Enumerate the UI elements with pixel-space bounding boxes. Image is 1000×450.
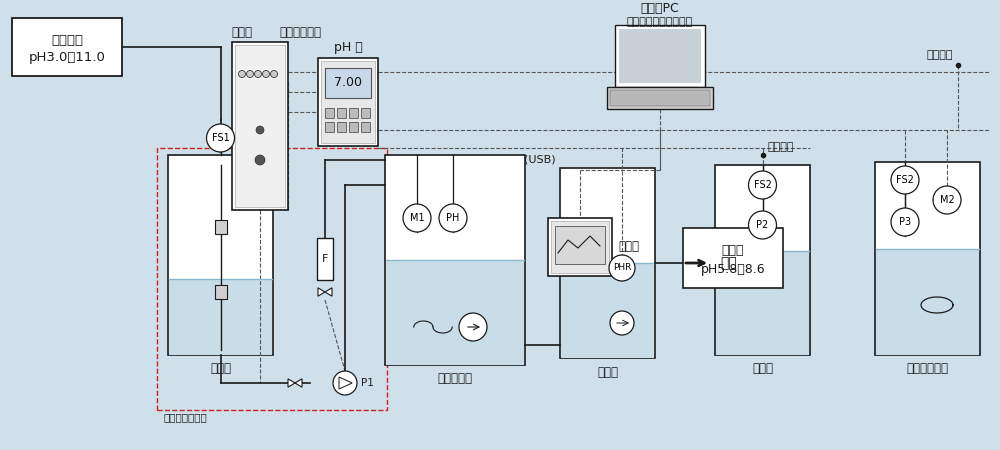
Bar — [325, 108, 334, 118]
Bar — [386, 260, 524, 365]
Bar — [561, 263, 654, 358]
Bar — [715, 165, 810, 355]
Bar — [551, 221, 609, 273]
Text: PH: PH — [446, 213, 460, 223]
Text: pH3.0～11.0: pH3.0～11.0 — [29, 51, 105, 64]
Bar — [157, 148, 387, 410]
Bar — [317, 238, 333, 280]
Bar — [318, 58, 378, 146]
Bar — [619, 29, 701, 83]
Circle shape — [610, 311, 634, 335]
Circle shape — [254, 71, 262, 77]
Bar — [12, 18, 122, 76]
Bar — [235, 45, 285, 207]
Bar — [385, 155, 525, 365]
Text: FS2: FS2 — [896, 175, 914, 185]
Bar — [361, 122, 370, 132]
Text: F: F — [322, 254, 328, 264]
Bar — [607, 87, 713, 109]
Circle shape — [262, 71, 270, 77]
Text: pH5.8～8.6: pH5.8～8.6 — [701, 264, 765, 276]
Circle shape — [933, 186, 961, 214]
Circle shape — [255, 155, 265, 165]
Text: P2: P2 — [756, 220, 769, 230]
Bar — [876, 249, 979, 355]
Bar — [325, 68, 371, 98]
Circle shape — [239, 71, 246, 77]
Bar — [683, 228, 783, 288]
Circle shape — [891, 208, 919, 236]
Circle shape — [333, 371, 357, 395]
Text: 記録計: 記録計 — [618, 240, 639, 253]
Text: 放流槽: 放流槽 — [597, 365, 618, 378]
Text: 中和処理槽: 中和処理槽 — [438, 373, 473, 386]
Text: M2: M2 — [940, 195, 954, 205]
Text: 制御機能内蔵: 制御機能内蔵 — [279, 26, 321, 39]
Text: FS1: FS1 — [212, 133, 229, 143]
Circle shape — [439, 204, 467, 232]
Circle shape — [459, 313, 487, 341]
Text: 処理水: 処理水 — [722, 243, 744, 256]
Text: (USB): (USB) — [524, 155, 556, 165]
Bar — [560, 168, 655, 358]
Bar — [615, 25, 705, 87]
Bar — [232, 42, 288, 210]
Text: ノートPC: ノートPC — [641, 3, 679, 15]
Circle shape — [748, 171, 776, 199]
Circle shape — [609, 255, 635, 281]
Bar — [214, 285, 226, 299]
Text: 原水条件: 原水条件 — [51, 33, 83, 46]
Text: 制御盤へ: 制御盤へ — [768, 142, 794, 152]
Text: P3: P3 — [899, 217, 911, 227]
Polygon shape — [339, 377, 352, 389]
Bar — [337, 122, 346, 132]
Text: 原水槽: 原水槽 — [210, 363, 231, 375]
Bar — [169, 279, 272, 355]
Text: PHR: PHR — [613, 264, 631, 273]
Bar — [214, 220, 226, 234]
Bar — [361, 108, 370, 118]
Circle shape — [891, 166, 919, 194]
Bar — [555, 226, 605, 264]
Bar — [168, 155, 273, 355]
Text: 制御盤: 制御盤 — [232, 26, 252, 39]
Polygon shape — [325, 288, 332, 296]
Bar — [349, 108, 358, 118]
Bar — [337, 108, 346, 118]
Bar — [875, 162, 980, 355]
Polygon shape — [288, 379, 295, 387]
Text: 7.00: 7.00 — [334, 76, 362, 90]
Text: 放流: 放流 — [720, 256, 737, 270]
Bar — [325, 122, 334, 132]
Bar — [716, 251, 809, 355]
Polygon shape — [295, 379, 302, 387]
Circle shape — [270, 71, 278, 77]
Bar — [610, 90, 710, 106]
Text: FS2: FS2 — [754, 180, 771, 190]
Text: P1: P1 — [361, 378, 374, 388]
Text: 放流データの収集管理: 放流データの収集管理 — [627, 17, 693, 27]
Text: 酸貯槽: 酸貯槽 — [752, 363, 773, 375]
Bar — [548, 218, 612, 276]
Text: pH 計: pH 計 — [334, 41, 362, 54]
Circle shape — [748, 211, 776, 239]
Polygon shape — [318, 288, 325, 296]
Text: M1: M1 — [410, 213, 424, 223]
Text: アルカリ貯槽: アルカリ貯槽 — [906, 363, 948, 375]
Bar — [349, 122, 358, 132]
Text: （オプション）: （オプション） — [163, 412, 207, 422]
Text: 制御盤へ: 制御盤へ — [926, 50, 953, 60]
Circle shape — [207, 124, 234, 152]
Circle shape — [256, 126, 264, 134]
Bar — [321, 61, 375, 143]
Circle shape — [403, 204, 431, 232]
Circle shape — [246, 71, 254, 77]
